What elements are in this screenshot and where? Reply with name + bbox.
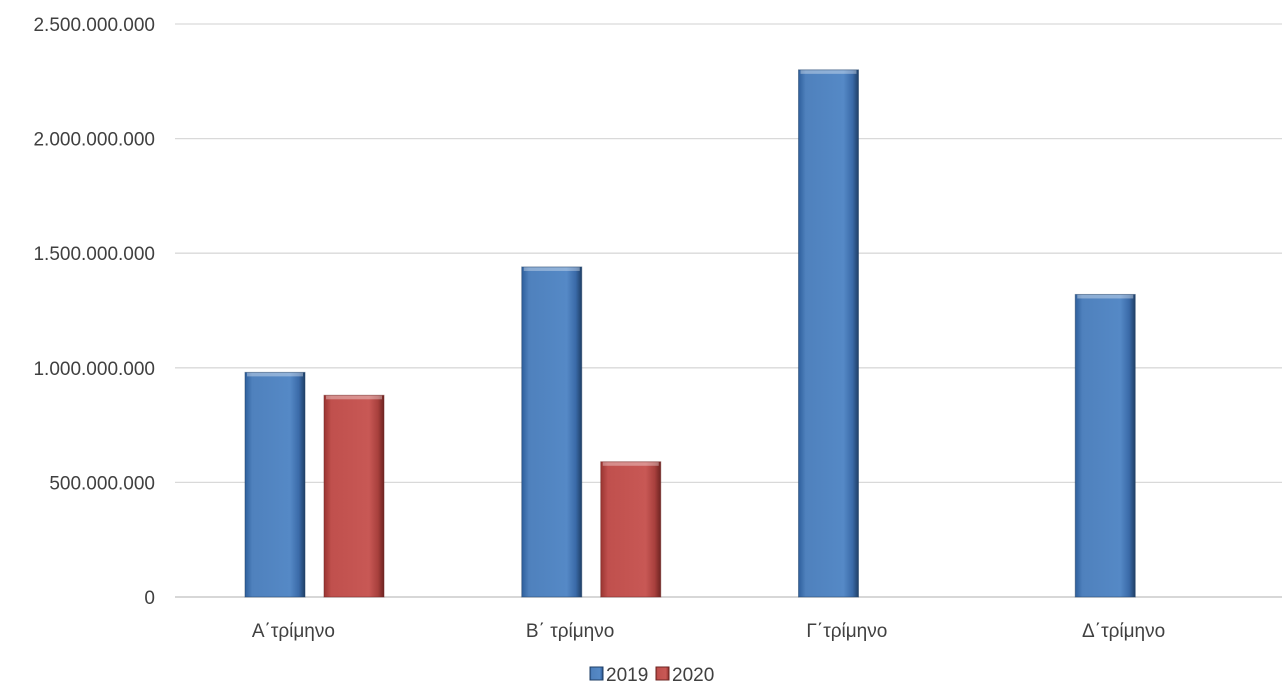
bar-2020-2 [601, 462, 661, 597]
y-tick-label: 500.000.000 [49, 473, 155, 494]
legend-item-2019: 2019 [590, 665, 648, 686]
x-tick-label: Β΄ τρίμηνο [526, 621, 614, 642]
y-tick-label: 1.000.000.000 [33, 359, 155, 380]
legend-item-2020: 2020 [656, 665, 714, 686]
legend-label: 2020 [672, 665, 714, 686]
y-tick-label: 2.500.000.000 [33, 15, 155, 36]
bar-2019-1 [245, 372, 305, 597]
y-tick-label: 2.000.000.000 [33, 130, 155, 151]
legend-swatch [590, 667, 603, 680]
x-axis: Α΄τρίμηνο Β΄ τρίμηνο Γ΄τρίμηνο Δ΄τρίμηνο [252, 621, 1165, 642]
x-tick-label: Α΄τρίμηνο [252, 621, 335, 642]
x-tick-label: Δ΄τρίμηνο [1082, 621, 1165, 642]
legend-label: 2019 [606, 665, 648, 686]
bar-2019-2 [522, 267, 582, 597]
legend-swatch [656, 667, 669, 680]
bars [245, 70, 1135, 597]
bar-2019-4 [1075, 294, 1135, 597]
bar-2020-1 [324, 395, 384, 597]
y-axis: 0 500.000.000 1.000.000.000 1.500.000.000 2.… [33, 15, 155, 609]
y-tick-label: 0 [144, 588, 155, 609]
x-tick-label: Γ΄τρίμηνο [806, 621, 887, 642]
bar-2019-3 [799, 70, 859, 597]
y-tick-label: 1.500.000.000 [33, 244, 155, 265]
legend: 2019 2020 [590, 665, 714, 686]
